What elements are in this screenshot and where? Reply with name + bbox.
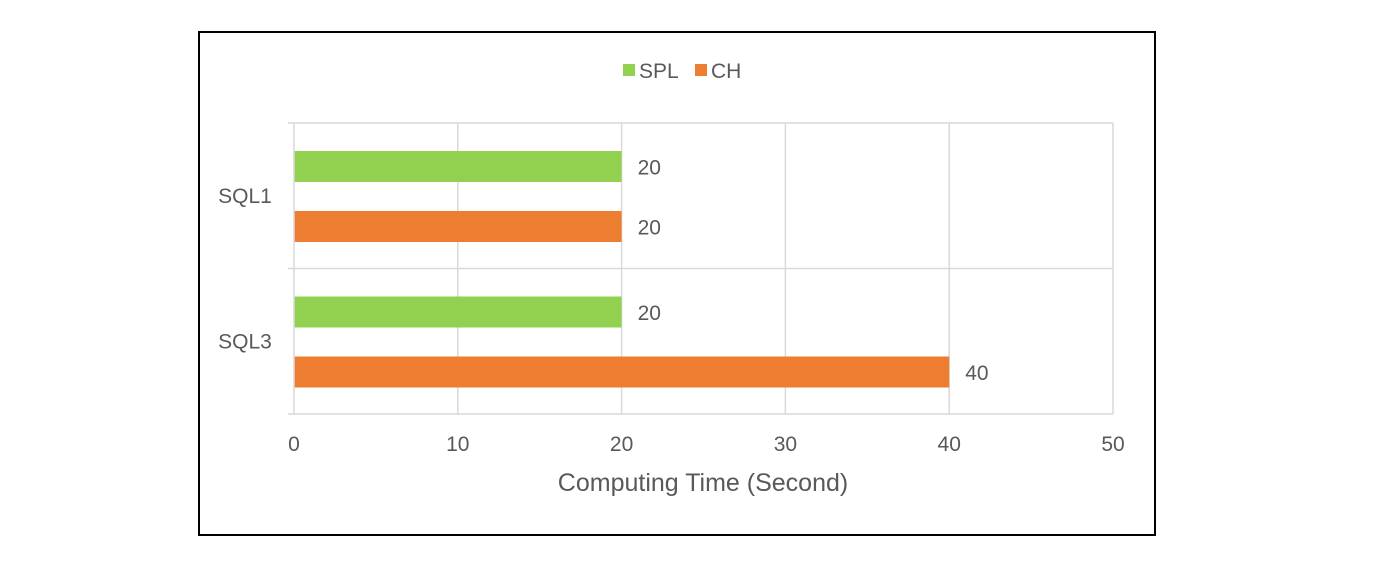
bar-spl-sql3: [294, 296, 622, 328]
data-label-spl-sql1: 20: [638, 157, 661, 180]
legend-swatch-spl: [623, 64, 635, 76]
x-tick-label-30: 30: [774, 433, 797, 456]
bar-ch-sql3: [294, 356, 950, 388]
x-tick-label-20: 20: [610, 433, 633, 456]
axes: 0 10 20 30 40 50 SQL1 SQL3: [218, 123, 1125, 456]
data-label-ch-sql1: 20: [638, 217, 661, 240]
legend-swatch-ch: [695, 64, 707, 76]
bar-spl-sql1: [294, 151, 622, 182]
x-tick-label-50: 50: [1101, 433, 1124, 456]
chart-frame: [198, 31, 1156, 536]
y-tick-label-sql1: SQL1: [218, 185, 272, 208]
data-label-ch-sql3: 40: [965, 362, 988, 385]
y-tick-label-sql3: SQL3: [218, 330, 272, 353]
x-axis-title: Computing Time (Second): [558, 469, 848, 497]
bar-ch-sql1: [294, 211, 622, 242]
x-tick-label-0: 0: [288, 433, 300, 456]
x-tick-label-40: 40: [938, 433, 961, 456]
data-labels: 20 20 20 40: [638, 157, 989, 386]
bars: [294, 151, 950, 388]
x-tick-label-10: 10: [446, 433, 469, 456]
legend-label-ch: CH: [711, 60, 741, 83]
legend-label-spl: SPL: [639, 60, 679, 83]
data-label-spl-sql3: 20: [638, 302, 661, 325]
legend: SPL CH: [623, 60, 741, 83]
